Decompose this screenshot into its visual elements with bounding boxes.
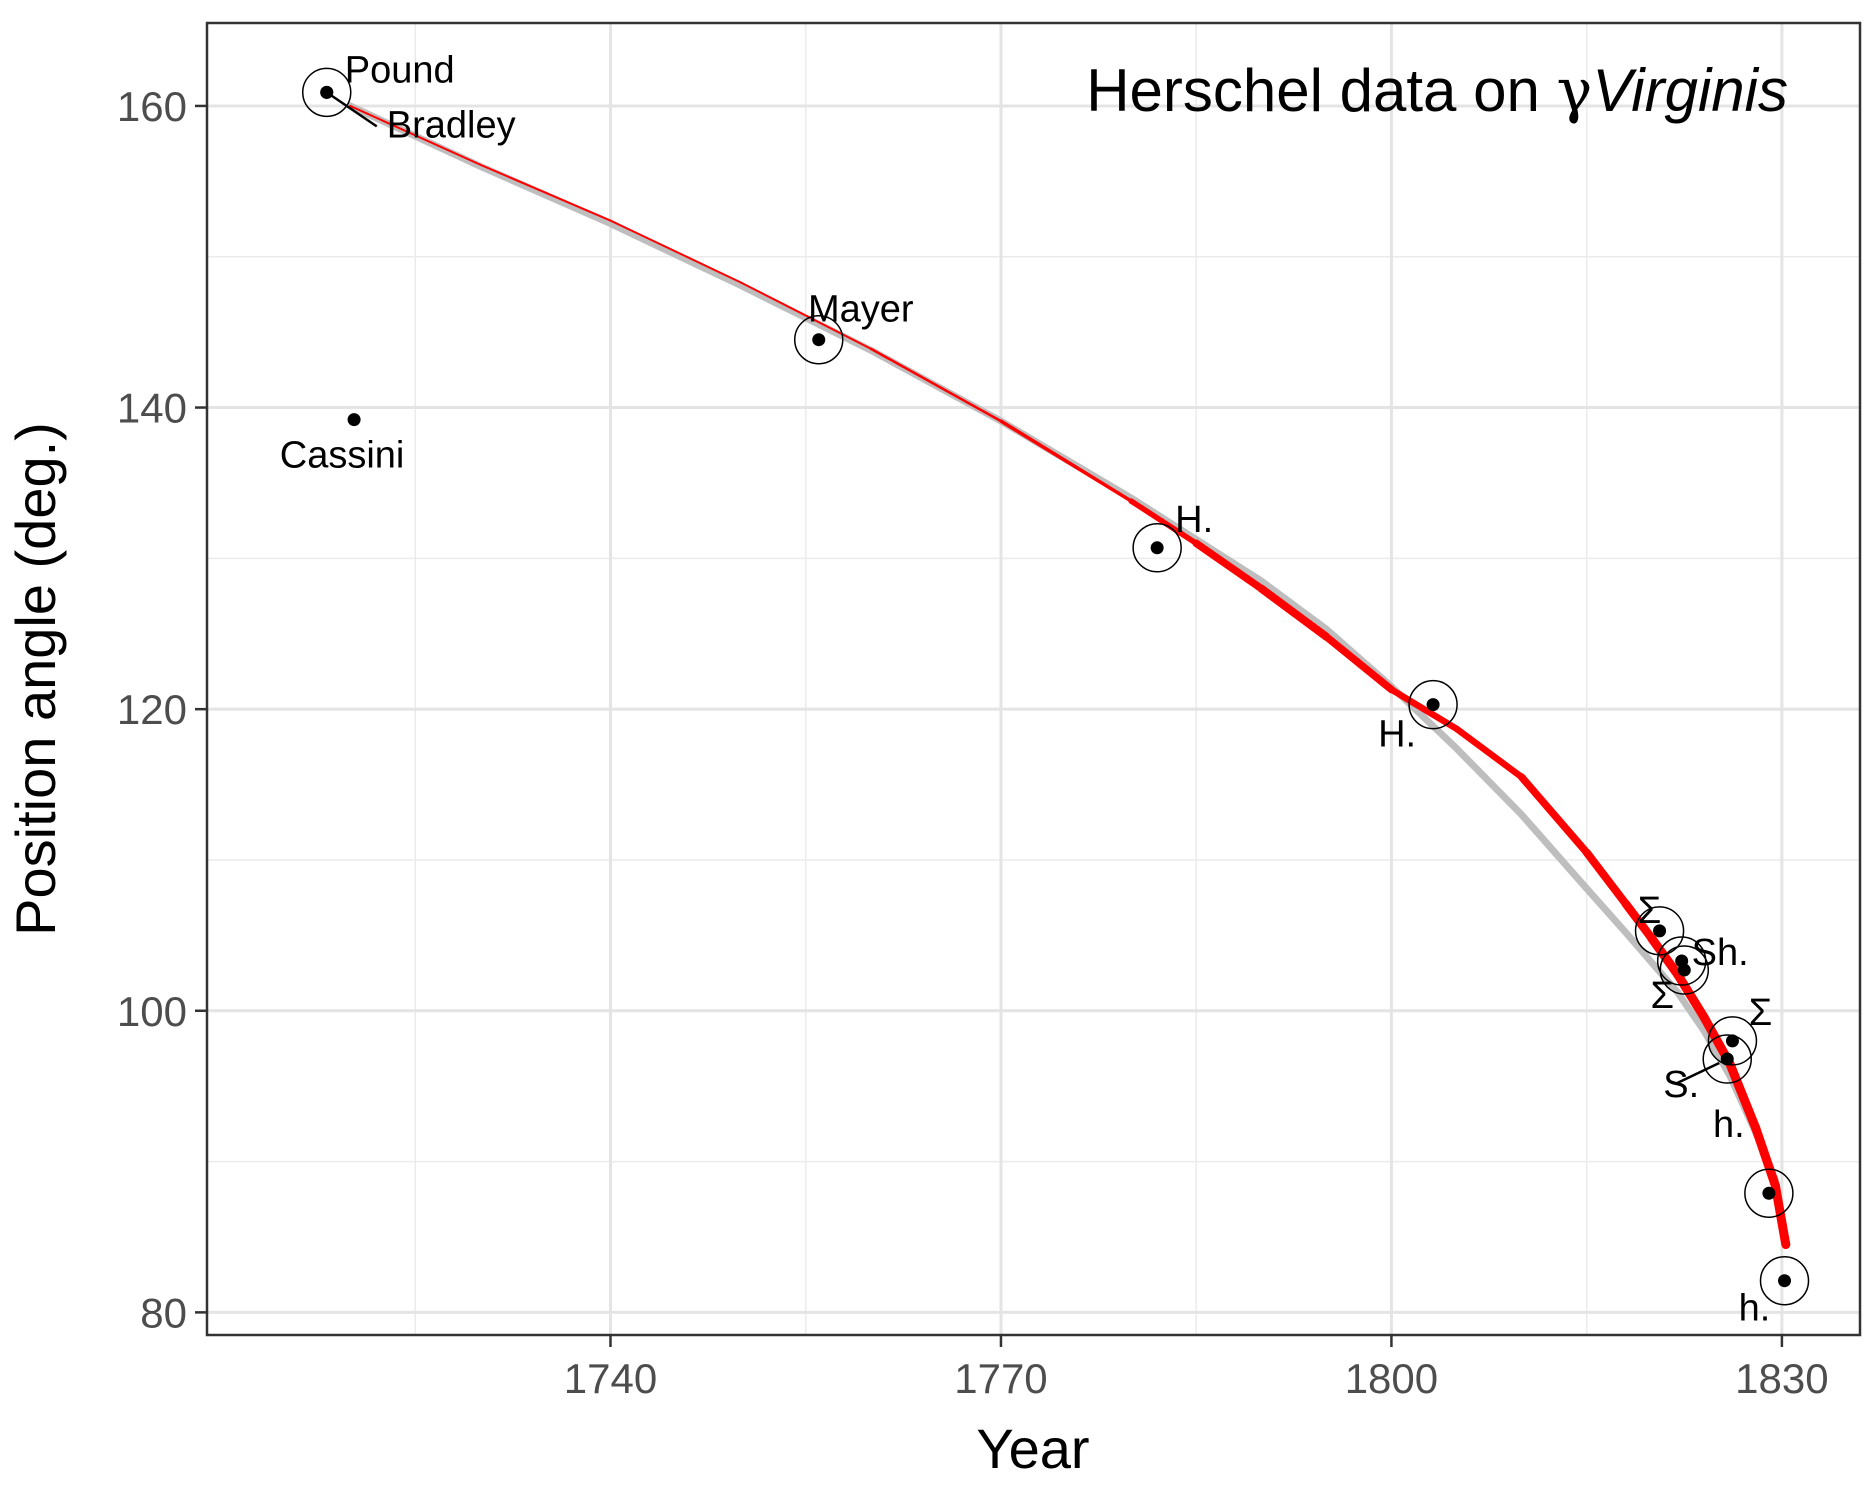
point-label: h. — [1713, 1104, 1745, 1146]
interpolated-curve-red-segment — [869, 347, 1003, 423]
panel-border — [205, 21, 1862, 1337]
interpolated-curve-red-segment — [1453, 725, 1525, 781]
y-tick-label: 120 — [117, 686, 187, 733]
y-axis-title: Position angle (deg.) — [4, 422, 67, 936]
y-axis: 80 100 120 140 160 — [117, 83, 207, 1336]
weight-circle — [1132, 523, 1182, 573]
interpolated-curve-red-segment — [349, 104, 482, 166]
interpolated-curve-red-segment — [999, 419, 1133, 503]
chart-title-prefix: Herschel data on — [1086, 57, 1556, 124]
weight-circle — [1707, 1016, 1758, 1066]
data-point — [1725, 1034, 1739, 1048]
interpolated-curve-red-segment — [1128, 498, 1199, 547]
interpolated-curve-red-segment — [739, 281, 872, 350]
interpolated-curve-red-segment — [1725, 1059, 1761, 1133]
weight-circle — [1659, 945, 1710, 995]
y-tick-label: 140 — [117, 385, 187, 432]
interpolated-curve-red-segment — [1582, 848, 1630, 908]
weight-circle — [1408, 679, 1458, 730]
data-point — [1762, 1186, 1776, 1200]
data-point — [1778, 1274, 1792, 1288]
x-axis: 1740 1770 1800 1830 — [564, 1335, 1829, 1402]
point-label: Cassini — [280, 435, 405, 477]
data-point — [1677, 963, 1691, 977]
point-label: Σ — [1651, 975, 1675, 1017]
point-label: Sh. — [1692, 932, 1749, 974]
x-tick-label: 1800 — [1345, 1355, 1438, 1402]
interpolated-curve-red-segment — [1322, 633, 1396, 694]
plot-background — [207, 23, 1860, 1335]
interpolated-curve-red-segment — [1751, 1123, 1780, 1191]
label-leader-line — [1676, 1061, 1720, 1085]
point-label: Mayer — [808, 289, 914, 331]
interpolated-curve-red-segment — [1770, 1181, 1791, 1250]
data-point — [1720, 1052, 1734, 1066]
y-tick-label: 100 — [117, 988, 187, 1035]
point-label: h. — [1739, 1288, 1771, 1330]
point-label: Bradley — [387, 104, 516, 146]
weight-circle — [301, 67, 352, 118]
interpolated-curve-red-segment — [479, 163, 612, 222]
point-label: Pound — [345, 49, 455, 91]
point-label: H. — [1378, 714, 1416, 756]
interpolated-curve-red-segment — [1257, 584, 1331, 641]
weight-circle — [1759, 1255, 1810, 1306]
chart-title-italic: Virginis — [1592, 57, 1788, 124]
point-label: Σ — [1638, 890, 1662, 932]
weight-circle — [793, 314, 844, 365]
fitted-curve-gray — [346, 102, 1779, 1184]
interpolated-curve-red-segment — [1673, 970, 1709, 1022]
data-point — [1653, 924, 1667, 938]
x-tick-label: 1830 — [1735, 1355, 1828, 1402]
y-tick-label: 80 — [140, 1289, 187, 1336]
grid — [207, 23, 1860, 1335]
interpolated-curve-red-segment — [1621, 899, 1656, 943]
point-label: Σ — [1749, 992, 1773, 1034]
y-tick-label: 160 — [117, 83, 187, 130]
interpolated-curve-red-segment — [1517, 773, 1591, 857]
data-point — [347, 413, 361, 427]
chart-title: Herschel data on γVirginis — [1086, 56, 1788, 126]
weight-circle — [1702, 1034, 1752, 1084]
x-tick-label: 1770 — [954, 1355, 1047, 1402]
data-point — [1426, 698, 1440, 712]
curves — [346, 102, 1791, 1250]
label-leader-line — [326, 91, 378, 128]
data-point — [812, 333, 826, 347]
interpolated-curve-red-segment — [1388, 686, 1460, 733]
interpolated-curve-red-segment — [609, 219, 742, 284]
weight-circle — [1634, 906, 1685, 956]
weight-circle — [1744, 1168, 1794, 1218]
interpolated-curve-red-segment — [1192, 539, 1266, 593]
point-label: H. — [1175, 499, 1213, 541]
chart-title-greek: γ — [1556, 56, 1592, 126]
x-axis-title: Year — [976, 1417, 1089, 1480]
points — [301, 67, 1810, 1306]
data-point — [1150, 541, 1164, 555]
point-label: S. — [1663, 1064, 1699, 1106]
weight-circle — [1656, 936, 1707, 986]
x-tick-label: 1740 — [564, 1355, 657, 1402]
